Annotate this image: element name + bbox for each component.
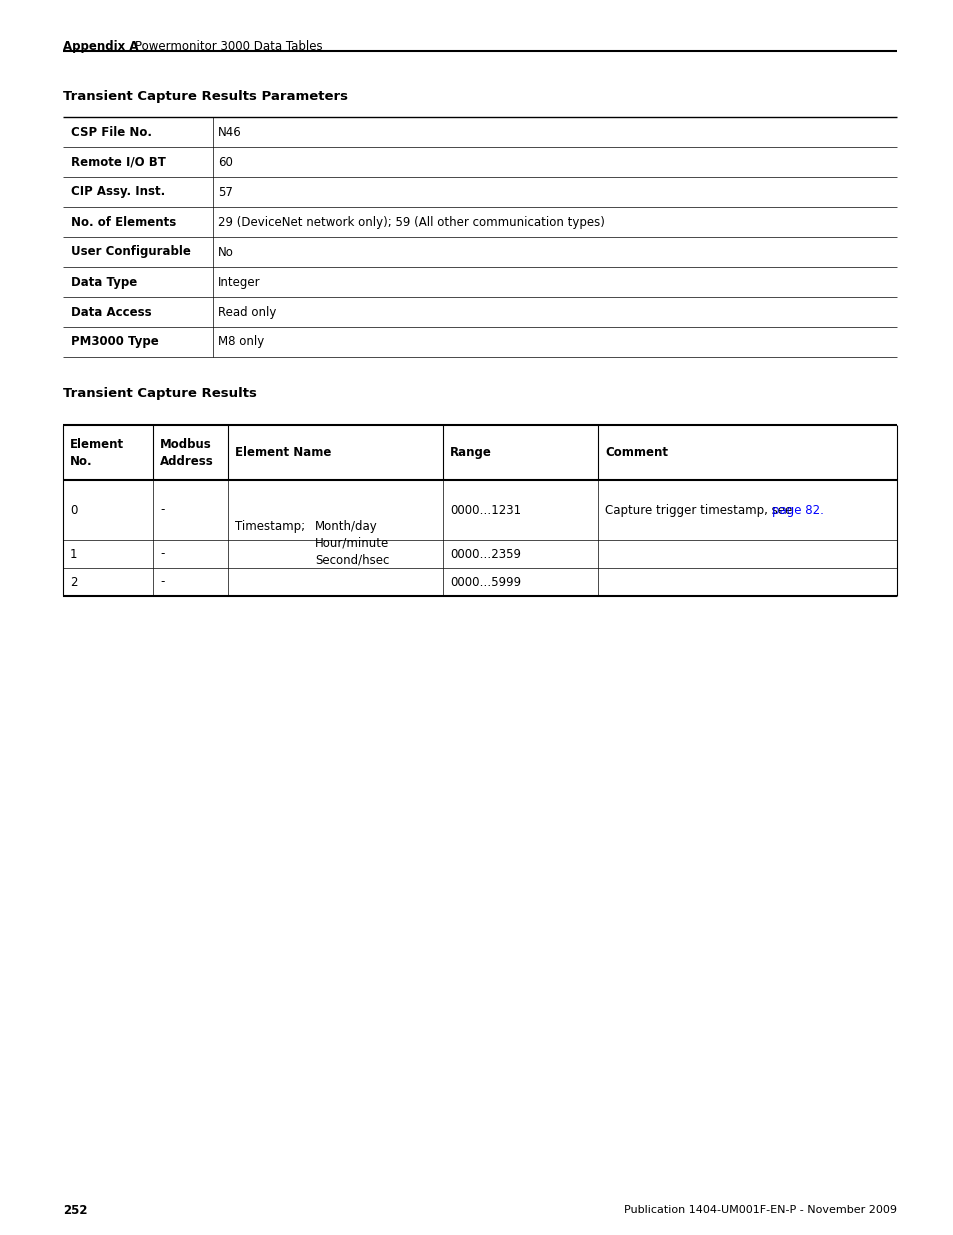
Text: Data Access: Data Access bbox=[71, 305, 152, 319]
Text: 252: 252 bbox=[63, 1203, 88, 1216]
Text: 0000…1231: 0000…1231 bbox=[450, 504, 520, 516]
Text: Powermonitor 3000 Data Tables: Powermonitor 3000 Data Tables bbox=[135, 40, 322, 53]
Text: 29 (DeviceNet network only); 59 (All other communication types): 29 (DeviceNet network only); 59 (All oth… bbox=[218, 215, 604, 228]
Text: -: - bbox=[160, 504, 164, 516]
Text: Range: Range bbox=[450, 446, 492, 459]
Text: Timestamp;: Timestamp; bbox=[234, 520, 305, 532]
Text: -: - bbox=[160, 547, 164, 561]
Text: User Configurable: User Configurable bbox=[71, 246, 191, 258]
Text: 0000…5999: 0000…5999 bbox=[450, 576, 520, 589]
Text: Appendix A: Appendix A bbox=[63, 40, 138, 53]
Text: Read only: Read only bbox=[218, 305, 276, 319]
Text: Modbus
Address: Modbus Address bbox=[160, 437, 213, 468]
Text: -: - bbox=[160, 576, 164, 589]
Text: No. of Elements: No. of Elements bbox=[71, 215, 176, 228]
Text: 57: 57 bbox=[218, 185, 233, 199]
Text: PM3000 Type: PM3000 Type bbox=[71, 336, 158, 348]
Text: No: No bbox=[218, 246, 233, 258]
Text: 0: 0 bbox=[70, 504, 77, 516]
Text: Publication 1404-UM001F-EN-P - November 2009: Publication 1404-UM001F-EN-P - November … bbox=[623, 1205, 896, 1215]
Text: 2: 2 bbox=[70, 576, 77, 589]
Text: Month/day: Month/day bbox=[314, 520, 377, 532]
Text: Remote I/O BT: Remote I/O BT bbox=[71, 156, 166, 168]
Text: 0000…2359: 0000…2359 bbox=[450, 547, 520, 561]
Text: Element Name: Element Name bbox=[234, 446, 331, 459]
Text: CIP Assy. Inst.: CIP Assy. Inst. bbox=[71, 185, 165, 199]
Text: Comment: Comment bbox=[604, 446, 667, 459]
Text: 60: 60 bbox=[218, 156, 233, 168]
Text: Integer: Integer bbox=[218, 275, 260, 289]
Text: page 82.: page 82. bbox=[772, 504, 823, 516]
Text: Capture trigger timestamp, see: Capture trigger timestamp, see bbox=[604, 504, 795, 516]
Text: 1: 1 bbox=[70, 547, 77, 561]
Text: Second/hsec: Second/hsec bbox=[314, 553, 389, 567]
Text: Data Type: Data Type bbox=[71, 275, 137, 289]
Text: Element
No.: Element No. bbox=[70, 437, 124, 468]
Text: Transient Capture Results: Transient Capture Results bbox=[63, 387, 256, 400]
Text: Transient Capture Results Parameters: Transient Capture Results Parameters bbox=[63, 90, 348, 103]
Text: M8 only: M8 only bbox=[218, 336, 264, 348]
Text: Hour/minute: Hour/minute bbox=[314, 536, 389, 550]
Text: N46: N46 bbox=[218, 126, 241, 138]
Text: CSP File No.: CSP File No. bbox=[71, 126, 152, 138]
